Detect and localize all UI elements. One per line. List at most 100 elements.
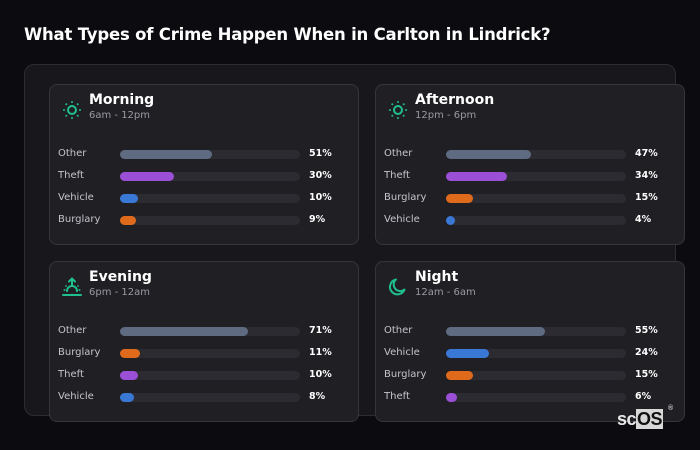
bar-value: 30%	[309, 170, 332, 181]
bar-fill	[446, 194, 473, 203]
bar-track	[446, 194, 626, 203]
bar-row-other: Other 51%	[50, 147, 360, 161]
period-range: 12am - 6am	[415, 287, 476, 298]
sun-icon	[387, 99, 409, 121]
bar-row-vehicle: Vehicle 4%	[376, 213, 686, 227]
bar-label: Burglary	[384, 192, 427, 203]
bar-row-other: Other 55%	[376, 324, 686, 338]
bar-fill	[120, 371, 138, 380]
bar-value: 24%	[635, 347, 658, 358]
bar-row-theft: Theft 10%	[50, 368, 360, 382]
bar-label: Burglary	[58, 347, 101, 358]
bar-fill	[446, 371, 473, 380]
bar-track	[446, 327, 626, 336]
sun-icon	[61, 99, 83, 121]
bar-row-burglary: Burglary 15%	[376, 368, 686, 382]
bar-track	[446, 150, 626, 159]
bar-track	[120, 150, 300, 159]
bar-label: Vehicle	[384, 214, 420, 225]
bar-row-theft: Theft 34%	[376, 169, 686, 183]
bar-value: 51%	[309, 148, 332, 159]
bar-fill	[120, 150, 212, 159]
bar-label: Other	[384, 148, 413, 159]
bar-label: Other	[384, 325, 413, 336]
bar-value: 34%	[635, 170, 658, 181]
bar-value: 55%	[635, 325, 658, 336]
bar-fill	[446, 150, 531, 159]
period-title: Evening	[89, 269, 152, 285]
bar-fill	[120, 194, 138, 203]
bar-row-burglary: Burglary 9%	[50, 213, 360, 227]
bar-fill	[446, 349, 490, 358]
bar-value: 9%	[309, 214, 326, 225]
period-title: Night	[415, 269, 459, 285]
bar-fill	[120, 349, 140, 358]
period-card-afternoon: Afternoon 12pm - 6pm Other 47% Theft 34% Bur…	[375, 84, 685, 245]
period-range: 6pm - 12am	[89, 287, 151, 298]
period-card-night: Night 12am - 6am Other 55% Vehicle 24% Burgl…	[375, 261, 685, 422]
bar-fill	[446, 216, 455, 225]
bar-row-other: Other 71%	[50, 324, 360, 338]
bar-label: Theft	[58, 170, 84, 181]
bar-value: 71%	[309, 325, 332, 336]
bar-row-vehicle: Vehicle 24%	[376, 346, 686, 360]
bar-value: 15%	[635, 369, 658, 380]
bar-track	[120, 194, 300, 203]
period-card-evening: Evening 6pm - 12am Other 71% Burglary 11% Th…	[49, 261, 359, 422]
period-title: Afternoon	[415, 92, 495, 108]
period-range: 12pm - 6pm	[415, 110, 477, 121]
logo-prefix: sc	[617, 409, 637, 429]
period-title: Morning	[89, 92, 155, 108]
bar-label: Other	[58, 148, 87, 159]
bar-fill	[446, 393, 457, 402]
bar-value: 10%	[309, 192, 332, 203]
bar-track	[120, 349, 300, 358]
bar-track	[120, 393, 300, 402]
logo-boxed: OS	[636, 409, 664, 429]
bar-track	[446, 216, 626, 225]
bar-track	[120, 172, 300, 181]
bar-value: 4%	[635, 214, 652, 225]
bar-label: Burglary	[384, 369, 427, 380]
bar-label: Theft	[384, 391, 410, 402]
bar-value: 11%	[309, 347, 332, 358]
bar-fill	[446, 327, 545, 336]
bar-row-vehicle: Vehicle 10%	[50, 191, 360, 205]
bar-row-other: Other 47%	[376, 147, 686, 161]
period-range: 6am - 12pm	[89, 110, 151, 121]
moon-icon	[387, 276, 409, 298]
bar-label: Burglary	[58, 214, 101, 225]
bar-fill	[120, 216, 137, 225]
bar-label: Theft	[384, 170, 410, 181]
bar-row-theft: Theft 30%	[50, 169, 360, 183]
bar-row-vehicle: Vehicle 8%	[50, 390, 360, 404]
bar-track	[446, 393, 626, 402]
bar-track	[446, 349, 626, 358]
bar-label: Vehicle	[58, 391, 94, 402]
bar-value: 47%	[635, 148, 658, 159]
bar-fill	[120, 327, 248, 336]
bar-track	[446, 371, 626, 380]
bar-value: 6%	[635, 391, 652, 402]
period-card-morning: Morning 6am - 12pm Other 51% Theft 30% Vehic…	[49, 84, 359, 245]
bar-label: Vehicle	[384, 347, 420, 358]
bar-value: 8%	[309, 391, 326, 402]
registered-mark: ®	[668, 405, 673, 412]
bar-row-burglary: Burglary 11%	[50, 346, 360, 360]
bar-track	[120, 327, 300, 336]
bar-label: Vehicle	[58, 192, 94, 203]
bar-track	[120, 216, 300, 225]
bar-fill	[446, 172, 508, 181]
sunset-icon	[61, 276, 83, 298]
bar-value: 15%	[635, 192, 658, 203]
bar-label: Theft	[58, 369, 84, 380]
bar-track	[120, 371, 300, 380]
bar-value: 10%	[309, 369, 332, 380]
bar-fill	[120, 393, 135, 402]
page-title: What Types of Crime Happen When in Carlt…	[24, 25, 551, 44]
scos-logo: scOS ®	[617, 405, 673, 430]
bar-fill	[120, 172, 174, 181]
bar-label: Other	[58, 325, 87, 336]
bar-track	[446, 172, 626, 181]
bar-row-burglary: Burglary 15%	[376, 191, 686, 205]
